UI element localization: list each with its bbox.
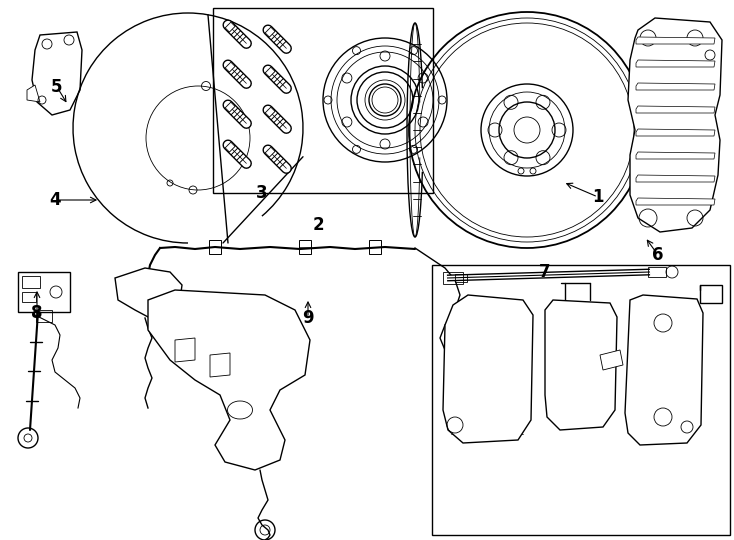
Polygon shape — [636, 198, 715, 205]
Polygon shape — [225, 142, 235, 152]
Polygon shape — [636, 37, 715, 44]
Polygon shape — [636, 106, 715, 113]
Polygon shape — [636, 152, 715, 159]
Bar — [22, 276, 40, 288]
Polygon shape — [115, 268, 182, 318]
Text: 2: 2 — [312, 216, 324, 234]
Bar — [700, 285, 722, 303]
Bar — [443, 272, 463, 284]
Polygon shape — [636, 129, 715, 136]
Polygon shape — [265, 27, 275, 37]
Polygon shape — [225, 62, 235, 72]
Bar — [213, 8, 433, 193]
Polygon shape — [225, 22, 235, 32]
Polygon shape — [265, 107, 275, 117]
Text: 8: 8 — [32, 304, 43, 322]
Bar — [648, 267, 666, 277]
Text: 6: 6 — [653, 246, 664, 264]
Polygon shape — [625, 295, 703, 445]
Polygon shape — [636, 175, 715, 182]
Polygon shape — [636, 83, 715, 90]
Polygon shape — [32, 32, 82, 115]
Bar — [36, 310, 52, 322]
Text: 9: 9 — [302, 309, 314, 327]
Text: 7: 7 — [539, 263, 550, 281]
Text: 3: 3 — [256, 184, 268, 202]
Bar — [635, 350, 693, 400]
Bar — [18, 272, 70, 312]
Bar — [432, 265, 730, 535]
Bar — [455, 274, 467, 282]
Bar — [209, 240, 221, 254]
Text: 4: 4 — [49, 191, 61, 209]
Polygon shape — [636, 60, 715, 67]
Text: 1: 1 — [592, 188, 604, 206]
Polygon shape — [27, 85, 40, 102]
Bar — [369, 240, 381, 254]
Polygon shape — [175, 338, 195, 362]
Polygon shape — [600, 350, 623, 370]
Polygon shape — [210, 353, 230, 377]
Polygon shape — [148, 290, 310, 470]
Polygon shape — [628, 18, 722, 232]
Polygon shape — [265, 67, 275, 77]
Polygon shape — [265, 147, 275, 157]
Bar — [299, 240, 311, 254]
Polygon shape — [545, 300, 617, 430]
Polygon shape — [225, 102, 235, 112]
Bar — [22, 292, 36, 302]
Polygon shape — [443, 295, 533, 443]
Text: 5: 5 — [51, 78, 62, 96]
